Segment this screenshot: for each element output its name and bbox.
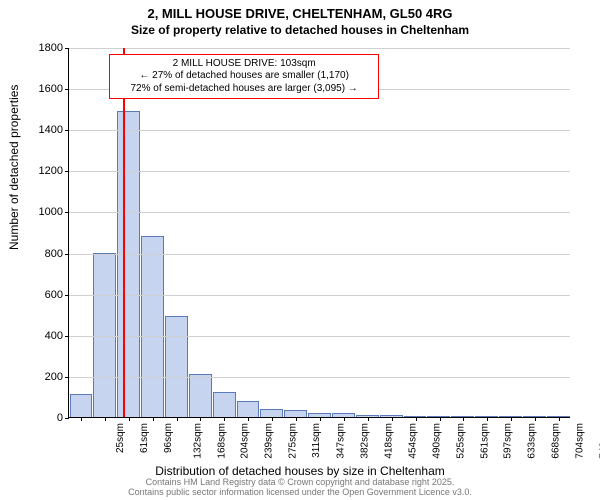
x-tick-mark: [416, 417, 417, 421]
x-tick-label: 25sqm: [115, 423, 126, 453]
y-tick-mark: [65, 130, 69, 131]
bar: [237, 401, 260, 417]
x-tick-mark: [296, 417, 297, 421]
x-tick-mark: [320, 417, 321, 421]
x-axis-label: Distribution of detached houses by size …: [155, 464, 445, 478]
annotation-box: 2 MILL HOUSE DRIVE: 103sqm ← 27% of deta…: [109, 54, 379, 100]
y-tick-mark: [65, 171, 69, 172]
x-tick-label: 275sqm: [288, 423, 299, 459]
bar: [117, 111, 140, 417]
y-tick-label: 800: [45, 248, 63, 260]
x-tick-mark: [200, 417, 201, 421]
x-tick-label: 239sqm: [264, 423, 275, 459]
x-tick-label: 668sqm: [551, 423, 562, 459]
bar: [165, 316, 188, 417]
x-tick-mark: [368, 417, 369, 421]
x-tick-mark: [224, 417, 225, 421]
x-tick-label: 132sqm: [192, 423, 203, 459]
x-tick-label: 525sqm: [455, 423, 466, 459]
x-tick-mark: [440, 417, 441, 421]
gridline: [69, 377, 570, 378]
y-tick-label: 1400: [39, 124, 63, 136]
bar: [189, 374, 212, 417]
x-tick-mark: [81, 417, 82, 421]
x-tick-label: 597sqm: [503, 423, 514, 459]
y-tick-mark: [65, 212, 69, 213]
bar: [141, 236, 164, 417]
y-tick-label: 1200: [39, 165, 63, 177]
x-tick-label: 96sqm: [163, 423, 174, 453]
x-tick-label: 418sqm: [383, 423, 394, 459]
x-tick-mark: [392, 417, 393, 421]
x-tick-mark: [129, 417, 130, 421]
chart-subtitle: Size of property relative to detached ho…: [0, 23, 600, 37]
footer-line2: Contains public sector information licen…: [128, 488, 472, 498]
y-tick-mark: [65, 336, 69, 337]
x-tick-mark: [153, 417, 154, 421]
bar: [70, 394, 93, 417]
y-tick-mark: [65, 418, 69, 419]
y-tick-mark: [65, 89, 69, 90]
x-tick-label: 61sqm: [139, 423, 150, 453]
annotation-line2: ← 27% of detached houses are smaller (1,…: [115, 70, 373, 83]
x-tick-mark: [177, 417, 178, 421]
bar: [284, 410, 307, 417]
y-tick-label: 600: [45, 289, 63, 301]
gridline: [69, 254, 570, 255]
y-tick-mark: [65, 48, 69, 49]
x-tick-label: 311sqm: [311, 423, 322, 458]
x-tick-mark: [535, 417, 536, 421]
x-tick-label: 204sqm: [240, 423, 251, 459]
bar: [213, 392, 236, 417]
x-tick-mark: [463, 417, 464, 421]
annotation-title: 2 MILL HOUSE DRIVE: 103sqm: [115, 58, 373, 71]
x-tick-mark: [511, 417, 512, 421]
x-tick-label: 382sqm: [360, 423, 371, 459]
plot-area: 020040060080010001200140016001800 25sqm6…: [68, 48, 570, 418]
bars-container: [69, 48, 570, 417]
y-axis-label: Number of detached properties: [7, 85, 21, 250]
x-tick-mark: [487, 417, 488, 421]
x-tick-label: 704sqm: [575, 423, 586, 459]
x-tick-mark: [559, 417, 560, 421]
x-tick-label: 561sqm: [479, 423, 490, 459]
x-tick-mark: [344, 417, 345, 421]
x-tick-label: 347sqm: [336, 423, 347, 459]
y-tick-mark: [65, 254, 69, 255]
footer-attribution: Contains HM Land Registry data © Crown c…: [128, 478, 472, 498]
y-tick-mark: [65, 295, 69, 296]
x-tick-label: 454sqm: [407, 423, 418, 459]
x-tick-label: 168sqm: [216, 423, 227, 459]
y-tick-label: 1600: [39, 83, 63, 95]
gridline: [69, 130, 570, 131]
x-tick-label: 490sqm: [431, 423, 442, 459]
y-tick-label: 1000: [39, 206, 63, 218]
highlight-line: [123, 48, 125, 417]
y-tick-label: 400: [45, 330, 63, 342]
chart-title-block: 2, MILL HOUSE DRIVE, CHELTENHAM, GL50 4R…: [0, 0, 600, 37]
gridline: [69, 212, 570, 213]
chart-title: 2, MILL HOUSE DRIVE, CHELTENHAM, GL50 4R…: [0, 6, 600, 21]
x-tick-mark: [248, 417, 249, 421]
y-tick-label: 200: [45, 371, 63, 383]
y-tick-label: 1800: [39, 42, 63, 54]
x-tick-mark: [105, 417, 106, 421]
x-tick-label: 633sqm: [527, 423, 538, 459]
annotation-line3: 72% of semi-detached houses are larger (…: [115, 83, 373, 96]
bar: [260, 409, 283, 417]
gridline: [69, 48, 570, 49]
gridline: [69, 171, 570, 172]
x-tick-mark: [272, 417, 273, 421]
y-tick-label: 0: [57, 412, 63, 424]
y-tick-mark: [65, 377, 69, 378]
gridline: [69, 336, 570, 337]
gridline: [69, 295, 570, 296]
